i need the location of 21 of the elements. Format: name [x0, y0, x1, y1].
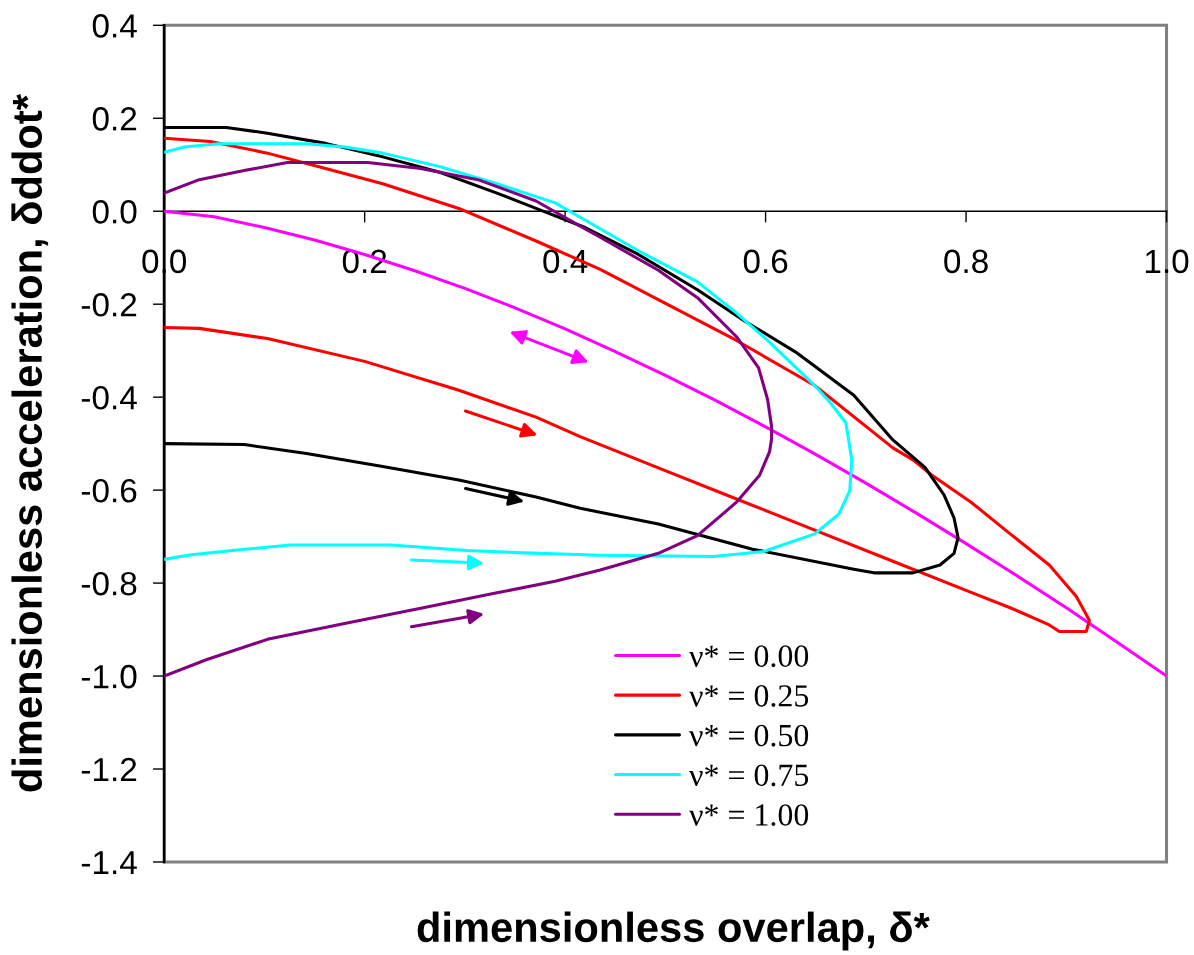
y-tick-label: -0.6: [81, 478, 137, 503]
y-tick-label: -0.4: [81, 385, 137, 410]
y-tick-label: -1.2: [81, 757, 137, 782]
x-tick-label: 0.6: [743, 249, 788, 274]
y-tick-label: 0.4: [92, 14, 137, 38]
y-tick-label: 0.0: [92, 200, 137, 224]
y-tick-label: -0.2: [81, 293, 137, 317]
x-tick-label: 0.4: [543, 249, 588, 274]
legend-label: ν* = 0.25: [689, 685, 809, 707]
legend-label: ν* = 0.00: [689, 645, 809, 668]
x-tick-label: 0.8: [944, 249, 988, 274]
legend-label: ν* = 1.00: [689, 804, 809, 826]
y-tick-label: -1.4: [81, 851, 137, 875]
y-tick-label: 0.2: [92, 107, 137, 131]
legend-label: ν* = 0.50: [689, 724, 809, 747]
y-axis-title: dimensionless acceleration, δddot*: [11, 94, 49, 792]
legend-label: ν* = 0.75: [689, 764, 809, 787]
y-tick-label: -0.8: [81, 571, 137, 596]
y-tick-label: -1.0: [81, 664, 137, 689]
x-axis-title: dimensionless overlap, δ*: [417, 911, 930, 951]
x-tick-label: 1.0: [1145, 249, 1189, 274]
